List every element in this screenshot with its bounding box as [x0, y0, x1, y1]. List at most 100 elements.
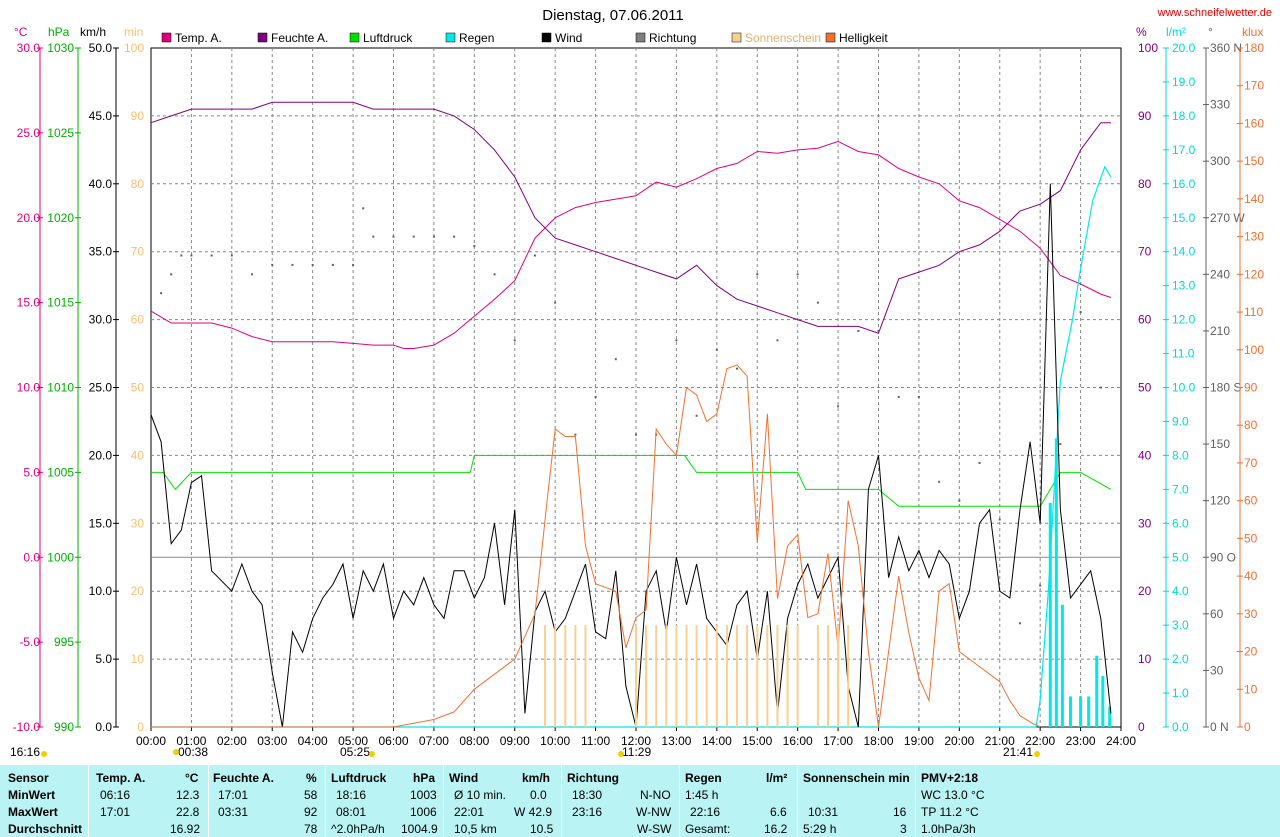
lux-tick-label: 130	[1244, 230, 1264, 244]
direction-point	[877, 329, 880, 332]
stats-hum-unit: %	[306, 771, 317, 785]
legend-swatch	[161, 32, 172, 43]
stats-max-label: MaxWert	[8, 805, 58, 819]
stats-press-max-time: 08:01	[336, 805, 367, 819]
rain-tick-label: 9.0	[1172, 414, 1189, 428]
stats-wind-max-time: 22:01	[454, 805, 485, 819]
direction-tick-label: 180 S	[1210, 381, 1241, 395]
direction-point	[1099, 386, 1102, 389]
pressure-tick-label: 995	[54, 635, 74, 649]
x-tick-label: 02:00	[217, 734, 247, 748]
stats-table: Sensor MinWert MaxWert Durchschnitt Temp…	[0, 765, 1280, 837]
stats-dir-min-time: 18:30	[572, 788, 603, 802]
stats-min-label: MinWert	[8, 788, 56, 802]
humidity-tick-label: 90	[1138, 109, 1152, 123]
lux-tick-label: 50	[1244, 531, 1258, 545]
direction-point	[1018, 622, 1021, 625]
direction-point	[230, 254, 233, 257]
direction-point	[362, 207, 365, 210]
stats-pmv-header: PMV+2:18	[921, 771, 979, 785]
humidity-tick-label: 40	[1138, 448, 1152, 462]
stats-hum-header: Feuchte A.	[213, 771, 274, 785]
humidity-tick-label: 100	[1138, 41, 1158, 55]
lux-tick-label: 110	[1244, 305, 1263, 319]
pressure-tick-label: 1025	[47, 126, 74, 140]
legend-swatch	[445, 32, 456, 43]
temp-tick-label: 15.0	[17, 296, 41, 310]
stats-rain-max-time: 22:16	[690, 805, 721, 819]
direction-point	[897, 395, 900, 398]
sun-time-label: 00:38	[178, 745, 208, 759]
pressure-tick-label: 1000	[47, 550, 74, 564]
sun-icon	[41, 751, 47, 757]
legend-swatch	[541, 32, 552, 43]
pressure-tick-label: 1010	[47, 381, 74, 395]
stats-dir-avg-value: W-SW	[637, 822, 672, 836]
rain-tick-label: 7.0	[1172, 482, 1189, 496]
direction-point	[715, 348, 718, 351]
legend-swatch	[257, 32, 268, 43]
direction-point	[574, 433, 577, 436]
rain-tick-label: 18.0	[1172, 109, 1196, 123]
legend-label: Sonnenschein	[745, 31, 821, 45]
wind-unit-label: km/h	[80, 25, 106, 39]
sun-time-label: 16:16	[10, 745, 40, 759]
lux-tick-label: 60	[1244, 494, 1258, 508]
stats-press-min-value: 1003	[410, 788, 437, 802]
rain-tick-label: 5.0	[1172, 550, 1189, 564]
lux-tick-label: 0	[1244, 720, 1251, 734]
sun-icon	[618, 751, 624, 757]
sun-time-label: 21:41	[1003, 745, 1033, 759]
lux-tick-label: 30	[1244, 607, 1258, 621]
stats-rain-avg-label: Gesamt:	[685, 822, 731, 836]
stats-wind-unit: km/h	[522, 771, 551, 785]
stats-temp-unit: °C	[185, 771, 199, 785]
rain-tick-label: 19.0	[1172, 75, 1196, 89]
stats-dir-header: Richtung	[567, 771, 619, 785]
sunmin-tick-label: 80	[131, 177, 145, 191]
stats-wind-max-value: W 42.9	[514, 805, 553, 819]
pressure-tick-label: 990	[54, 720, 74, 734]
temp-tick-label: 20.0	[17, 211, 41, 225]
x-tick-label: 17:00	[823, 734, 853, 748]
direction-point	[938, 480, 941, 483]
direction-tick-label: 30	[1210, 663, 1224, 677]
weather-chart: Dienstag, 07.06.2011 www.schneifelwetter…	[10, 7, 1272, 759]
rain-tick-label: 10.0	[1172, 381, 1196, 395]
direction-tick-label: 90 O	[1210, 550, 1236, 564]
stats-press-max-value: 1006	[410, 805, 437, 819]
direction-point	[857, 329, 860, 332]
direction-point	[210, 254, 213, 257]
wind-tick-label: 50.0	[89, 41, 113, 55]
temp-tick-label: 5.0	[23, 465, 40, 479]
humidity-tick-label: 80	[1138, 177, 1152, 191]
x-tick-label: 03:00	[257, 734, 287, 748]
stats-temp-max-time: 17:01	[100, 805, 131, 819]
stats-rain-header: Regen	[685, 771, 722, 785]
stats-temp-header: Temp. A.	[96, 771, 146, 785]
stats-rain-min-time: 1:45 h	[685, 788, 719, 802]
lux-tick-label: 20	[1244, 645, 1258, 659]
wind-tick-label: 0.0	[95, 720, 112, 734]
feuchte-a-line	[150, 101, 1111, 334]
wind-tick-label: 40.0	[89, 177, 113, 191]
temp-a-line	[150, 140, 1112, 349]
x-tick-label: 19:00	[904, 734, 934, 748]
direction-point	[291, 263, 294, 266]
direction-point	[513, 339, 516, 342]
direction-point	[635, 433, 637, 436]
sunmin-tick-label: 90	[131, 109, 145, 123]
stats-dir-min-value: N-NO	[640, 788, 671, 802]
stats-sun-max-time: 10:31	[808, 805, 839, 819]
stats-sensor-header: Sensor	[8, 771, 49, 785]
wind-tick-label: 30.0	[89, 313, 113, 327]
stats-hum-avg-value: 78	[304, 822, 318, 836]
legend-swatch	[635, 32, 646, 43]
temp-unit-label: °C	[14, 25, 28, 39]
rain-tick-label: 8.0	[1172, 448, 1189, 462]
stats-hum-min-time: 17:01	[218, 788, 249, 802]
x-tick-label: 20:00	[944, 734, 974, 748]
rain-tick-label: 0.0	[1172, 720, 1189, 734]
lux-unit-label: klux	[1242, 25, 1263, 39]
sunmin-unit-label: min	[124, 25, 143, 39]
